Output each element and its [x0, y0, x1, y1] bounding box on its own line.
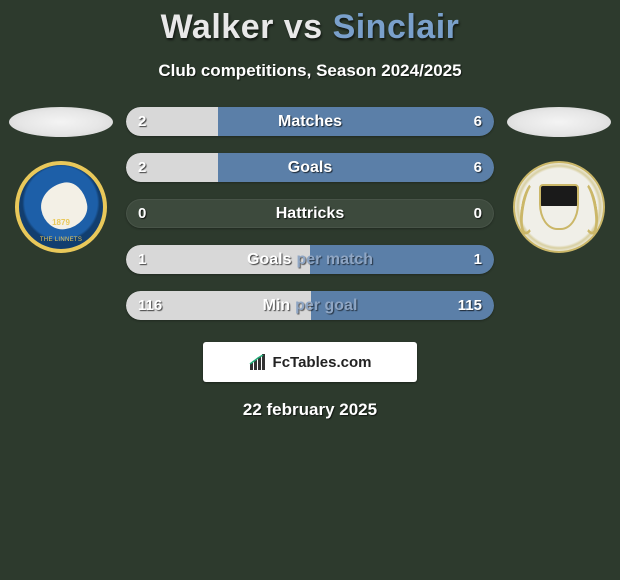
player2-name: Sinclair [333, 8, 460, 46]
stat-bar: 00Hattricks [126, 199, 494, 228]
stat-bars: 26Matches26Goals00Hattricks11Goalsper ma… [124, 107, 496, 320]
subtitle: Club competitions, Season 2024/2025 [0, 61, 620, 81]
player1-side: 1879 THE LINNETS [6, 107, 116, 253]
badge-motto: THE LINNETS [40, 237, 82, 243]
laurel-right-icon [574, 180, 601, 236]
stat-bar: 11Goalsper match [126, 245, 494, 274]
stat-bar: 26Matches [126, 107, 494, 136]
player1-club-badge: 1879 THE LINNETS [15, 161, 107, 253]
stat-label: Hattricks [126, 199, 494, 228]
stat-bar: 26Goals [126, 153, 494, 182]
stat-label-word1: Min [263, 297, 291, 315]
player1-name: Walker [161, 8, 274, 46]
stat-label-word1: Matches [278, 113, 342, 131]
stat-label: Minper goal [126, 291, 494, 320]
stat-label-word1: Goals [247, 251, 291, 269]
stat-label: Matches [126, 107, 494, 136]
player1-photo-placeholder [9, 107, 113, 137]
player2-club-badge [513, 161, 605, 253]
stat-label: Goals per match [126, 245, 494, 274]
snapshot-date: 22 february 2025 [0, 400, 620, 420]
player2-photo-placeholder [507, 107, 611, 137]
stat-label-word2: per goal [295, 297, 357, 315]
stat-label: Goals [126, 153, 494, 182]
comparison-title: Walker vs Sinclair [0, 0, 620, 47]
badge-shield-icon [539, 184, 579, 230]
stat-bar: 116115Minper goal [126, 291, 494, 320]
stat-label-word2: per match [297, 251, 373, 269]
title-vs: vs [284, 8, 323, 46]
stat-label-word1: Goals [288, 159, 332, 177]
brand-text: FcTables.com [273, 354, 372, 371]
comparison-layout: 1879 THE LINNETS 26Matches 26Goals 00Hattr… [0, 107, 620, 320]
brand-logo-icon [249, 353, 267, 371]
brand-box[interactable]: FcTables.com [203, 342, 417, 382]
player2-side [504, 107, 614, 253]
badge-year: 1879 [52, 218, 70, 227]
stat-label-word1: Hattricks [276, 205, 344, 223]
